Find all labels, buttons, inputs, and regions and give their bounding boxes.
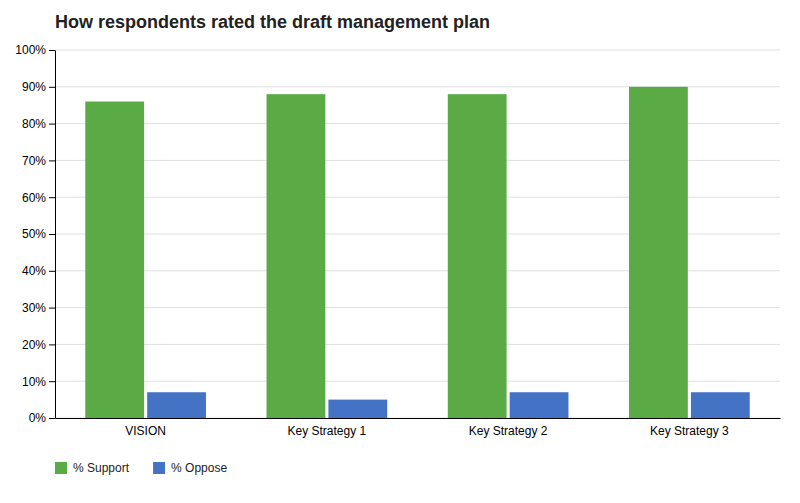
bar — [510, 392, 569, 418]
tick-label: 100% — [15, 43, 46, 57]
tick: 80% — [22, 117, 55, 131]
tick: 70% — [22, 154, 55, 168]
tick-mark — [49, 418, 55, 419]
legend-label: % Support — [73, 461, 130, 475]
legend-item: % Support — [55, 461, 130, 475]
bar — [267, 94, 326, 418]
chart-title: How respondents rated the draft manageme… — [55, 12, 490, 32]
x-axis: VISION Key Strategy 1 Key Strategy 2 Key St… — [56, 419, 781, 438]
tick-mark — [49, 271, 55, 272]
legend-swatch — [153, 462, 165, 474]
tick-mark — [49, 381, 55, 382]
bar — [629, 87, 688, 418]
legend-swatch — [55, 462, 67, 474]
marks — [85, 87, 749, 418]
bar — [328, 400, 387, 418]
tick-label: 0% — [29, 411, 47, 425]
bar — [85, 102, 144, 418]
axis-line — [56, 418, 781, 419]
tick-mark — [49, 234, 55, 235]
tick: Key Strategy 3 — [650, 424, 729, 438]
tick: 30% — [22, 301, 55, 315]
tick: 90% — [22, 80, 55, 94]
tick: 50% — [22, 227, 55, 241]
tick-mark — [49, 50, 55, 51]
bar — [448, 94, 507, 418]
tick-mark — [49, 87, 55, 88]
tick-mark — [49, 124, 55, 125]
tick-label: Key Strategy 2 — [469, 424, 548, 438]
bar-series — [147, 392, 750, 418]
tick-label: 70% — [22, 154, 46, 168]
tick-mark — [49, 197, 55, 198]
tick-label: 10% — [22, 375, 46, 389]
tick: Key Strategy 1 — [288, 424, 367, 438]
tick-label: VISION — [125, 424, 166, 438]
tick-label: 80% — [22, 117, 46, 131]
bar-series — [85, 87, 688, 418]
tick: VISION — [125, 424, 166, 438]
chart-container: 0% 10% 20% 30% 40% 50% 60% 70% 80% 90% 100% VISION K… — [0, 0, 800, 503]
tick-label: 20% — [22, 338, 46, 352]
legend: % Support % Oppose — [55, 461, 227, 475]
tick-label: Key Strategy 1 — [288, 424, 367, 438]
tick-mark — [49, 344, 55, 345]
tick-label: 30% — [22, 301, 46, 315]
tick: 20% — [22, 338, 55, 352]
bar — [147, 392, 206, 418]
bar — [691, 392, 750, 418]
tick-mark — [49, 160, 55, 161]
tick-label: 60% — [22, 191, 46, 205]
tick-label: 90% — [22, 80, 46, 94]
tick-label: 40% — [22, 264, 46, 278]
chart-svg: 0% 10% 20% 30% 40% 50% 60% 70% 80% 90% 100% VISION K… — [0, 0, 800, 503]
tick-label: 50% — [22, 227, 46, 241]
legend-label: % Oppose — [171, 461, 227, 475]
tick: Key Strategy 2 — [469, 424, 548, 438]
tick: 60% — [22, 191, 55, 205]
tick: 10% — [22, 375, 55, 389]
legend-item: % Oppose — [153, 461, 227, 475]
grid — [55, 50, 780, 418]
tick: 0% — [29, 411, 55, 425]
tick: 100% — [15, 43, 55, 57]
y-axis: 0% 10% 20% 30% 40% 50% 60% 70% 80% 90% 100% — [15, 43, 55, 425]
tick-label: Key Strategy 3 — [650, 424, 729, 438]
axis-line — [55, 51, 56, 419]
tick: 40% — [22, 264, 55, 278]
tick-mark — [49, 308, 55, 309]
plot-area: 0% 10% 20% 30% 40% 50% 60% 70% 80% 90% 100% VISION K… — [15, 43, 780, 437]
grid-line — [55, 50, 780, 51]
